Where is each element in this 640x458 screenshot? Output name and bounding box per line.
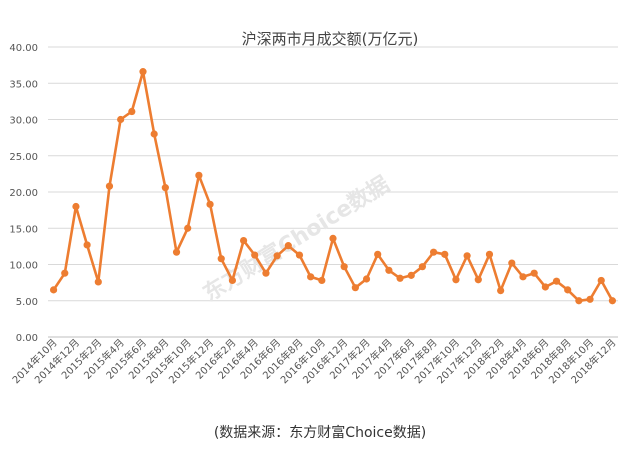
data-point xyxy=(608,297,617,305)
y-tick-label: 15.00 xyxy=(9,224,38,235)
data-point xyxy=(251,251,259,259)
y-tick-label: 10.00 xyxy=(9,261,38,272)
x-axis-ticks: 2014年10月2014年12月2015年2月2015年4月2015年6月201… xyxy=(9,336,618,386)
data-point xyxy=(597,276,605,285)
data-point xyxy=(351,284,359,292)
y-tick-label: 5.00 xyxy=(16,297,38,308)
data-point xyxy=(508,259,516,267)
data-point xyxy=(318,276,326,285)
data-point xyxy=(161,184,169,192)
data-point xyxy=(228,276,237,285)
data-point xyxy=(83,241,91,249)
data-point xyxy=(49,286,58,294)
chart-title: 沪深两市月成交额(万亿元) xyxy=(242,30,419,48)
data-point xyxy=(72,202,80,211)
data-point xyxy=(396,274,404,282)
data-point xyxy=(217,255,225,263)
y-axis-ticks: 0.00 5.00 10.00 15.00 20.00 25.00 30.00 35.00 40… xyxy=(9,43,38,344)
y-tick-label: 25.00 xyxy=(9,152,38,163)
y-tick-label: 0.00 xyxy=(16,333,38,344)
data-point xyxy=(94,278,102,286)
data-point xyxy=(463,252,471,260)
data-point xyxy=(172,248,181,256)
data-point xyxy=(105,182,114,190)
series-layer xyxy=(49,68,617,305)
data-point xyxy=(262,269,270,277)
data-point xyxy=(340,263,348,271)
data-point xyxy=(586,295,594,303)
data-point xyxy=(452,276,460,284)
data-point xyxy=(362,275,371,283)
data-point xyxy=(284,242,292,250)
source-note: (数据来源：东方财富Choice数据) xyxy=(214,424,426,441)
data-point xyxy=(195,171,203,179)
y-tick-label: 20.00 xyxy=(9,188,38,199)
y-tick-label: 35.00 xyxy=(9,79,38,90)
data-point xyxy=(139,68,147,76)
data-point xyxy=(150,130,158,138)
data-point xyxy=(61,269,69,277)
data-point xyxy=(497,287,505,295)
data-point xyxy=(239,236,248,245)
data-point xyxy=(485,250,494,258)
data-point xyxy=(206,200,214,208)
data-point xyxy=(295,251,304,259)
data-point xyxy=(273,252,281,260)
data-point xyxy=(418,263,427,271)
data-point xyxy=(564,286,572,294)
data-point xyxy=(552,277,561,285)
data-point xyxy=(374,250,382,258)
grid xyxy=(48,46,618,338)
data-point xyxy=(541,283,549,291)
y-tick-label: 30.00 xyxy=(9,116,38,127)
data-point xyxy=(474,276,482,284)
data-point xyxy=(329,234,337,242)
data-point xyxy=(307,273,315,281)
data-point xyxy=(530,269,538,277)
data-point xyxy=(128,107,136,116)
data-point xyxy=(441,250,449,258)
data-point xyxy=(519,273,527,281)
data-point xyxy=(575,297,583,305)
series-line xyxy=(52,70,614,303)
data-point xyxy=(385,266,393,274)
data-point xyxy=(184,224,192,232)
data-point xyxy=(117,115,125,124)
data-point xyxy=(407,271,415,279)
data-point xyxy=(429,248,438,256)
y-tick-label: 40.00 xyxy=(9,43,38,54)
